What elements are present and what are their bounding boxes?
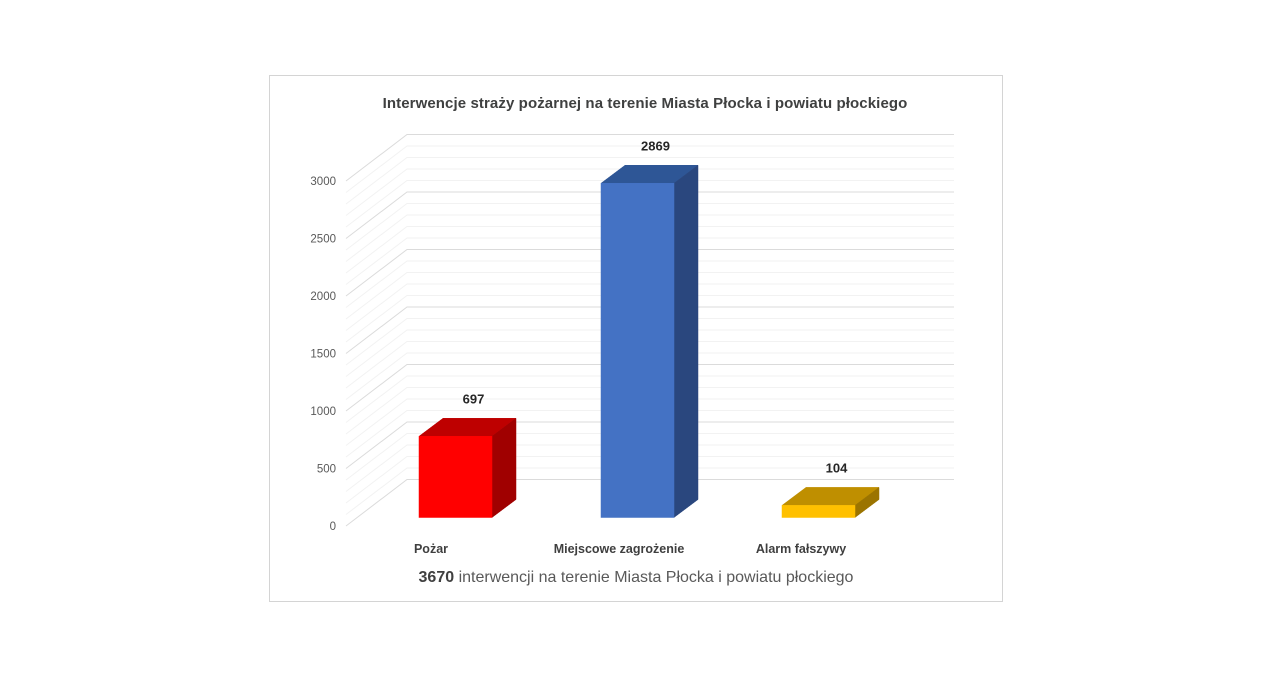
gridline-minor	[345, 226, 954, 274]
gridline-minor	[345, 145, 954, 193]
gridline-minor	[345, 329, 954, 377]
bar-alarm-falszywy-front-face	[781, 505, 856, 518]
category-label-pozar: Pożar	[414, 542, 448, 556]
plot-area: 0 500 1000 1500 2000 2500 3000 697 Pożar 2869 Miej…	[310, 134, 954, 556]
data-label-alarm-falszywy: 104	[826, 460, 848, 475]
gridline-minor	[345, 456, 954, 504]
gridline-minor	[345, 433, 954, 481]
gridline-minor	[345, 214, 954, 262]
bar-miejscowe-zagrozenie-side-face	[673, 164, 699, 518]
gridline-minor	[345, 237, 954, 285]
gridline-minor	[345, 467, 954, 515]
bar-pozar-front-face	[418, 436, 493, 518]
gridline-minor	[345, 398, 954, 446]
gridline-major	[345, 249, 954, 297]
gridline-minor	[345, 444, 954, 492]
gridline-major	[345, 364, 954, 412]
chart-footer: 3670 interwencji na terenie Miasta Płock…	[270, 569, 1002, 587]
gridline-minor	[345, 352, 954, 400]
gridline-minor	[345, 410, 954, 458]
category-label-alarm-falszywy: Alarm fałszywy	[756, 542, 846, 556]
data-label-pozar: 697	[463, 391, 485, 406]
bar-miejscowe-zagrozenie-front-face	[600, 183, 675, 518]
chart-title: Interwencje straży pożarnej na terenie M…	[382, 95, 908, 112]
category-label-miejscowe-zagrozenie: Miejscowe zagrożenie	[554, 542, 685, 556]
gridline-minor	[345, 318, 954, 366]
gridline-major	[345, 191, 954, 239]
footer-total-value: 3670	[418, 569, 455, 586]
gridline-minor	[345, 295, 954, 343]
footer-text: interwencji na terenie Miasta Płocka i p…	[458, 569, 854, 586]
data-label-miejscowe-zagrozenie: 2869	[641, 138, 670, 153]
gridline-minor	[345, 260, 954, 308]
gridline-major	[345, 421, 954, 469]
y-axis-tick-label: 1500	[310, 349, 336, 361]
gridline-minor	[345, 180, 954, 228]
gridline-minor	[345, 341, 954, 389]
gridline-major	[345, 134, 954, 182]
gridline-minor	[345, 375, 954, 423]
y-axis-tick-label: 2000	[310, 291, 336, 303]
gridline-minor	[345, 168, 954, 216]
y-axis-tick-label: 1000	[310, 406, 336, 418]
gridline-minor	[345, 157, 954, 205]
gridline-major	[345, 306, 954, 354]
gridline-major	[345, 479, 954, 527]
gridline-minor	[345, 283, 954, 331]
y-axis-tick-label: 500	[317, 464, 336, 476]
gridline-minor	[345, 272, 954, 320]
y-axis-tick-label: 0	[330, 521, 336, 533]
chart-panel: Interwencje straży pożarnej na terenie M…	[269, 75, 1003, 602]
gridline-minor	[345, 203, 954, 251]
y-axis-tick-label: 2500	[310, 234, 336, 246]
gridline-minor	[345, 387, 954, 435]
y-axis-tick-label: 3000	[310, 176, 336, 188]
